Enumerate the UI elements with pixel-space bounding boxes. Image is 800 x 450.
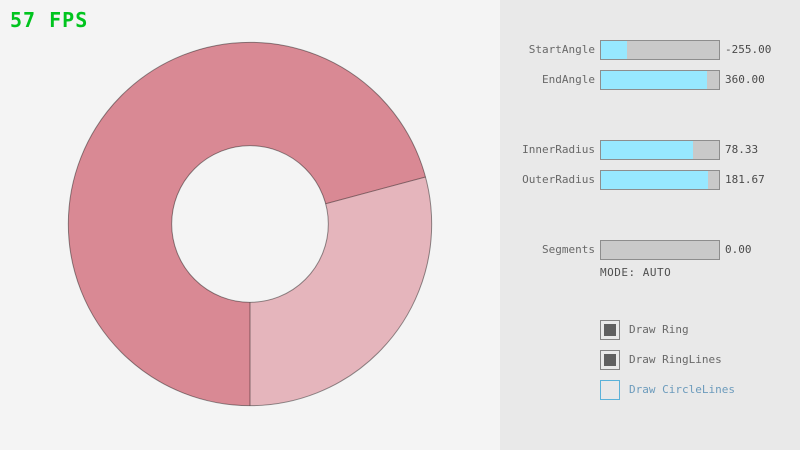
outerradius-slider-fill: [601, 171, 709, 189]
slider-row-segments: Segments 0.00: [500, 240, 800, 260]
ring-chart: [67, 41, 433, 407]
endangle-slider-fill: [601, 71, 708, 89]
checkbox-draw-ring[interactable]: Draw Ring: [600, 320, 689, 340]
innerradius-slider[interactable]: [600, 140, 720, 160]
segments-value: 0.00: [725, 243, 752, 256]
checkbox-label: Draw CircleLines: [629, 383, 735, 396]
startangle-value: -255.00: [725, 43, 772, 56]
checkbox-label: Draw Ring: [629, 323, 689, 336]
checkbox-draw-circlelines[interactable]: Draw CircleLines: [600, 380, 735, 400]
checkbox-draw-ringlines[interactable]: Draw RingLines: [600, 350, 722, 370]
slider-row-innerradius: InnerRadius 78.33: [500, 140, 800, 160]
slider-row-startangle: StartAngle -255.00: [500, 40, 800, 60]
innerradius-label: InnerRadius: [522, 143, 595, 156]
checkbox-box[interactable]: [600, 320, 620, 340]
outerradius-slider[interactable]: [600, 170, 720, 190]
endangle-slider[interactable]: [600, 70, 720, 90]
outerradius-label: OuterRadius: [522, 173, 595, 186]
startangle-slider-fill: [601, 41, 627, 59]
check-mark-icon: [604, 354, 616, 366]
startangle-slider[interactable]: [600, 40, 720, 60]
endangle-label: EndAngle: [542, 73, 595, 86]
segments-slider[interactable]: [600, 240, 720, 260]
fps-counter: 57 FPS: [10, 8, 89, 32]
endangle-value: 360.00: [725, 73, 765, 86]
control-panel: StartAngle -255.00 EndAngle 360.00 Inner…: [500, 0, 800, 450]
checkbox-label: Draw RingLines: [629, 353, 722, 366]
mode-label: MODE: AUTO: [600, 266, 672, 279]
slider-row-endangle: EndAngle 360.00: [500, 70, 800, 90]
outerradius-value: 181.67: [725, 173, 765, 186]
check-mark-icon: [604, 324, 616, 336]
segments-label: Segments: [542, 243, 595, 256]
startangle-label: StartAngle: [528, 43, 595, 56]
checkbox-box[interactable]: [600, 350, 620, 370]
innerradius-value: 78.33: [725, 143, 759, 156]
checkbox-box[interactable]: [600, 380, 620, 400]
innerradius-slider-fill: [601, 141, 694, 159]
slider-row-outerradius: OuterRadius 181.67: [500, 170, 800, 190]
